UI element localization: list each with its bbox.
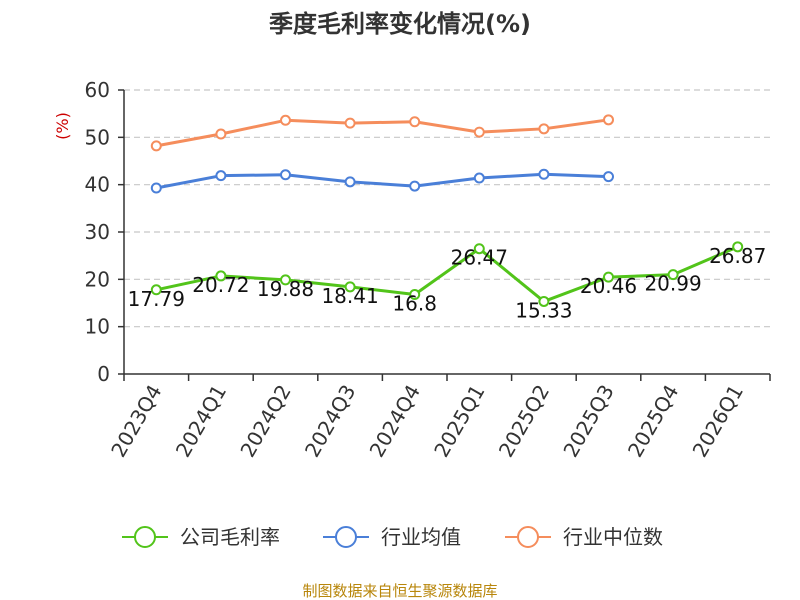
data-label: 19.88 bbox=[257, 277, 314, 301]
data-point bbox=[732, 241, 744, 253]
x-tick-label: 2025Q4 bbox=[623, 381, 683, 462]
x-tick-label: 2025Q3 bbox=[558, 381, 618, 462]
data-point bbox=[473, 243, 485, 255]
y-tick-label: 30 bbox=[85, 220, 110, 244]
data-point bbox=[215, 270, 227, 282]
series-line bbox=[155, 245, 739, 303]
data-point bbox=[150, 284, 162, 296]
data-point bbox=[409, 116, 421, 128]
data-point bbox=[603, 171, 614, 183]
data-labels: 17.79 20.72 19.88 18.41 16.8 26.47 15.33 20.46 2… bbox=[128, 244, 767, 323]
x-tick-label: 2023Q4 bbox=[106, 381, 166, 462]
data-point bbox=[409, 288, 421, 300]
data-point bbox=[344, 281, 356, 293]
y-tick-label: 0 bbox=[97, 362, 110, 386]
x-tick-label: 2025Q2 bbox=[494, 381, 554, 462]
x-tick-label: 2026Q1 bbox=[688, 381, 748, 462]
y-tick-label: 40 bbox=[85, 173, 110, 197]
data-point bbox=[280, 169, 291, 181]
data-point bbox=[215, 128, 227, 140]
data-point bbox=[150, 140, 162, 152]
data-label: 26.47 bbox=[451, 246, 508, 270]
data-point bbox=[150, 182, 162, 194]
legend-marker-icon bbox=[335, 526, 357, 548]
data-point bbox=[280, 114, 291, 126]
chart-title: 季度毛利率变化情况(%) bbox=[269, 10, 531, 38]
source-note: 制图数据来自恒生聚源数据库 bbox=[302, 582, 497, 600]
data-point bbox=[344, 117, 356, 129]
legend-label: 行业中位数 bbox=[563, 525, 663, 549]
data-label: 15.33 bbox=[515, 298, 572, 322]
y-tick-label: 20 bbox=[85, 267, 110, 291]
data-point bbox=[538, 123, 550, 135]
data-point bbox=[473, 172, 485, 184]
x-tick-label: 2024Q3 bbox=[300, 381, 360, 462]
x-tick-label: 2024Q2 bbox=[235, 381, 295, 462]
legend-label: 行业均值 bbox=[381, 525, 461, 549]
y-tick-label: 60 bbox=[85, 78, 110, 102]
data-point bbox=[215, 170, 227, 182]
legend-marker-icon bbox=[134, 526, 156, 548]
data-label: 16.8 bbox=[392, 291, 437, 315]
data-label: 26.87 bbox=[709, 244, 766, 268]
y-tick-label: 50 bbox=[85, 125, 110, 149]
series-line bbox=[156, 172, 609, 190]
y-tick-label: 10 bbox=[85, 315, 110, 339]
series-line bbox=[156, 118, 609, 148]
gridlines bbox=[124, 89, 770, 328]
x-tick-label: 2024Q1 bbox=[171, 381, 231, 462]
series-lines bbox=[150, 114, 744, 307]
legend-item: 行业均值 bbox=[323, 525, 461, 549]
data-label: 18.41 bbox=[321, 284, 378, 308]
data-point bbox=[667, 269, 679, 281]
y-axis-label: (%) bbox=[53, 112, 72, 140]
data-label: 20.99 bbox=[644, 272, 701, 296]
legend-item: 行业中位数 bbox=[505, 525, 663, 549]
data-point bbox=[603, 271, 614, 283]
legend: 公司毛利率 行业均值 行业中位数 bbox=[122, 525, 663, 549]
legend-item: 公司毛利率 bbox=[122, 525, 280, 549]
data-point bbox=[344, 176, 356, 188]
data-label: 20.46 bbox=[580, 274, 637, 298]
data-point bbox=[538, 295, 550, 307]
x-tick-label: 2024Q4 bbox=[365, 381, 425, 462]
legend-marker-icon bbox=[517, 526, 539, 548]
data-label: 17.79 bbox=[128, 287, 185, 311]
data-point bbox=[409, 180, 421, 192]
legend-label: 公司毛利率 bbox=[180, 525, 280, 549]
data-point bbox=[603, 114, 614, 126]
data-point bbox=[280, 274, 291, 286]
x-tick-label: 2025Q1 bbox=[429, 381, 489, 462]
data-point bbox=[538, 168, 550, 180]
data-point bbox=[473, 126, 485, 138]
data-label: 20.72 bbox=[192, 273, 249, 297]
